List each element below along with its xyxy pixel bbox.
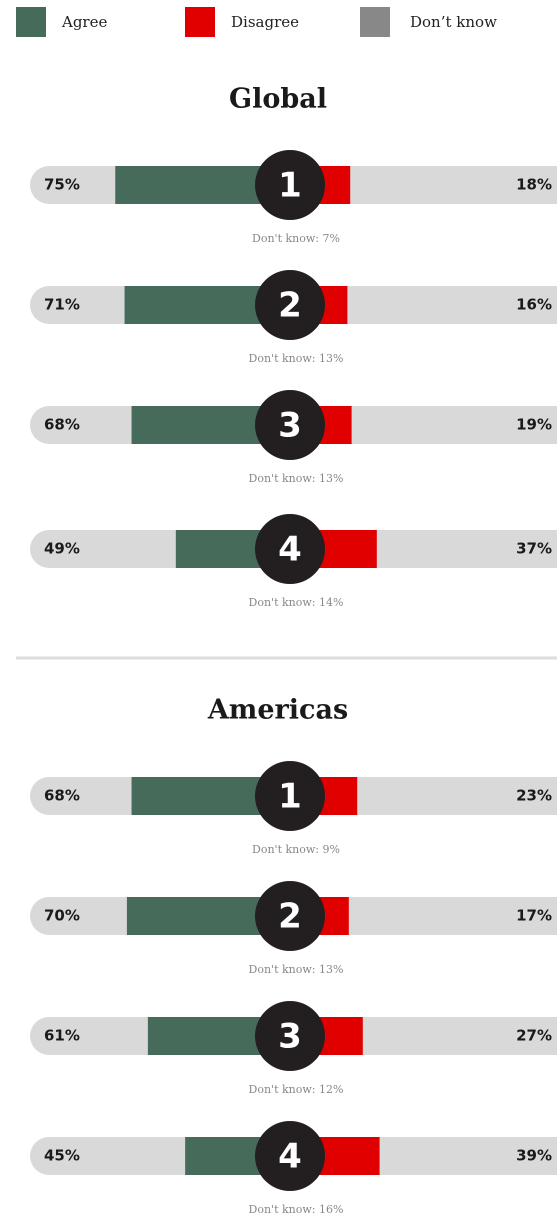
disagree-label: 37% xyxy=(516,540,552,558)
agree-label: 75% xyxy=(44,176,80,194)
disagree-label: 18% xyxy=(516,176,552,194)
agree-label: 68% xyxy=(44,787,80,805)
disagree-label: 23% xyxy=(516,787,552,805)
item-number: 2 xyxy=(278,897,302,937)
dont-know-label: Don't know: 13% xyxy=(249,963,344,976)
agree-label: 70% xyxy=(44,907,80,925)
section-title: Americas xyxy=(207,695,348,726)
legend-label: Agree xyxy=(61,13,107,31)
number-badge xyxy=(255,761,325,831)
item-number: 3 xyxy=(278,1017,302,1057)
legend-label: Disagree xyxy=(231,13,299,31)
agree-label: 68% xyxy=(44,416,80,434)
disagree-label: 27% xyxy=(516,1027,552,1045)
agree-label: 45% xyxy=(44,1147,80,1165)
legend-swatch xyxy=(360,7,390,37)
legend-label: Don’t know xyxy=(410,13,497,31)
dont-know-label: Don't know: 13% xyxy=(249,352,344,365)
item-number: 4 xyxy=(278,530,302,570)
agree-label: 71% xyxy=(44,296,80,314)
item-number: 4 xyxy=(278,1137,302,1177)
number-badge xyxy=(255,270,325,340)
dont-know-label: Don't know: 7% xyxy=(252,232,340,245)
item-number: 1 xyxy=(278,166,302,206)
number-badge xyxy=(255,881,325,951)
item-number: 3 xyxy=(278,406,302,446)
item-number: 1 xyxy=(278,777,302,817)
disagree-label: 16% xyxy=(516,296,552,314)
legend-swatch xyxy=(185,7,215,37)
disagree-label: 19% xyxy=(516,416,552,434)
legend-swatch xyxy=(16,7,46,37)
number-badge xyxy=(255,150,325,220)
item-number: 2 xyxy=(278,286,302,326)
number-badge xyxy=(255,1001,325,1071)
number-badge xyxy=(255,514,325,584)
disagree-label: 39% xyxy=(516,1147,552,1165)
dont-know-label: Don't know: 12% xyxy=(249,1083,344,1096)
number-badge xyxy=(255,390,325,460)
agree-label: 61% xyxy=(44,1027,80,1045)
section-title: Global xyxy=(229,84,327,115)
dont-know-label: Don't know: 9% xyxy=(252,843,340,856)
agree-label: 49% xyxy=(44,540,80,558)
dont-know-label: Don't know: 14% xyxy=(249,596,344,609)
disagree-label: 17% xyxy=(516,907,552,925)
dont-know-label: Don't know: 13% xyxy=(249,472,344,485)
dont-know-label: Don't know: 16% xyxy=(249,1203,344,1216)
number-badge xyxy=(255,1121,325,1191)
